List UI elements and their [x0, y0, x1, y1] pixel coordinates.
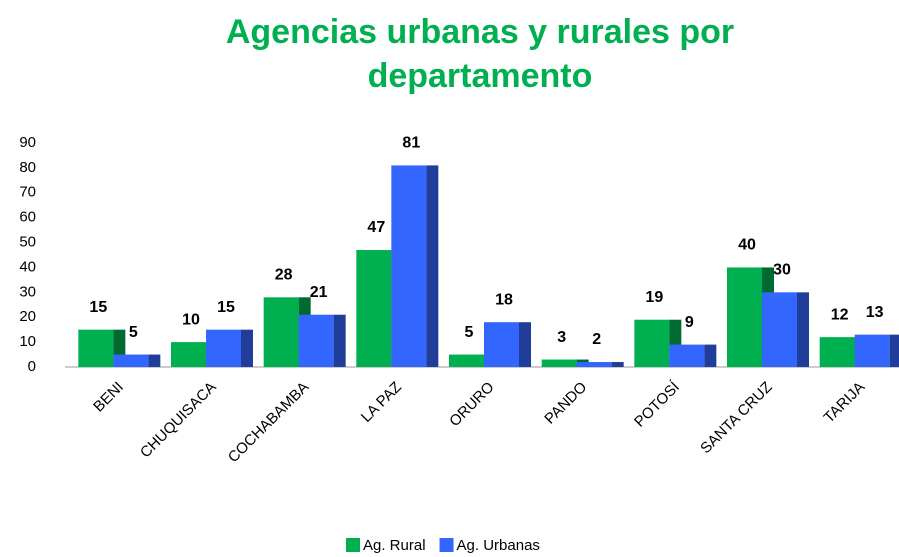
chart-title: Agencias urbanas y rurales por departame… [225, 13, 735, 95]
bar-front [854, 334, 890, 367]
bar-front [576, 362, 612, 367]
legend-label: Ag. Rural [363, 537, 426, 554]
bar-side [241, 329, 253, 367]
y-tick-label: 90 [19, 134, 36, 151]
bar-front [541, 359, 577, 367]
bar-front [634, 319, 670, 367]
y-tick-label: 40 [19, 258, 36, 275]
bar-front [263, 297, 299, 367]
x-tick-label: CHUQUISACA [137, 379, 220, 462]
bar-front [206, 329, 241, 367]
bar-side [889, 334, 899, 367]
bar [113, 354, 161, 367]
value-label: 9 [685, 314, 694, 331]
value-label: 21 [310, 284, 328, 301]
bar [391, 165, 439, 367]
bar [484, 322, 531, 367]
bar [854, 334, 899, 367]
y-tick-label: 70 [19, 184, 36, 201]
x-tick-label: ORURO [446, 379, 498, 431]
bar [576, 362, 624, 367]
y-tick-label: 10 [19, 333, 36, 350]
bar [762, 292, 809, 367]
x-tick-label: SANTA CRUZ [697, 379, 775, 457]
y-tick-label: 30 [19, 283, 36, 300]
value-label: 5 [465, 324, 474, 341]
value-label: 81 [402, 135, 420, 152]
bar-side [519, 322, 531, 367]
value-label: 2 [592, 331, 601, 348]
value-label: 12 [831, 306, 849, 323]
value-label: 10 [182, 311, 200, 328]
x-tick-label: BENI [90, 379, 127, 416]
bar-side [611, 362, 624, 367]
value-label: 15 [217, 299, 235, 316]
value-label: 5 [129, 324, 138, 341]
y-tick-label: 0 [28, 358, 36, 375]
y-tick-label: 80 [19, 159, 36, 176]
value-label: 3 [557, 329, 566, 346]
legend-label: Ag. Urbanas [457, 537, 540, 554]
value-label: 47 [367, 219, 385, 236]
bar-front [484, 322, 519, 367]
bar-front [669, 344, 705, 367]
bar-front [171, 342, 206, 367]
bar-front [762, 292, 797, 367]
bar [298, 314, 346, 367]
bar-front [356, 250, 392, 367]
value-label: 28 [275, 267, 293, 284]
bar-side [333, 314, 346, 367]
bar [669, 344, 717, 367]
bar-front [298, 314, 334, 367]
bar-side [797, 292, 809, 367]
x-tick-label: PANDO [541, 379, 590, 428]
bar [634, 319, 682, 367]
bar-front [819, 337, 855, 367]
x-tick-label: COCHABAMBA [225, 379, 312, 466]
x-tick-label: TARIJA [821, 379, 869, 427]
x-tick-label: LA PAZ [358, 379, 405, 426]
bar-front [391, 165, 427, 367]
bar-side [704, 344, 717, 367]
bar-front [449, 354, 484, 367]
bar-front [113, 354, 149, 367]
bar-front [727, 267, 762, 367]
bar-side [148, 354, 161, 367]
value-label: 30 [773, 262, 791, 279]
bar-side [426, 165, 439, 367]
value-label: 18 [495, 291, 513, 308]
legend-swatch [346, 538, 360, 552]
x-tick-label: POTOSÍ [631, 378, 683, 430]
y-tick-label: 50 [19, 234, 36, 251]
value-label: 15 [89, 299, 107, 316]
value-label: 13 [866, 304, 884, 321]
y-tick-label: 60 [19, 209, 36, 226]
legend-swatch [439, 538, 454, 552]
bar-front [78, 329, 114, 367]
value-label: 40 [738, 237, 756, 254]
value-label: 19 [645, 289, 663, 306]
bar [206, 329, 253, 367]
y-tick-label: 20 [19, 308, 36, 325]
